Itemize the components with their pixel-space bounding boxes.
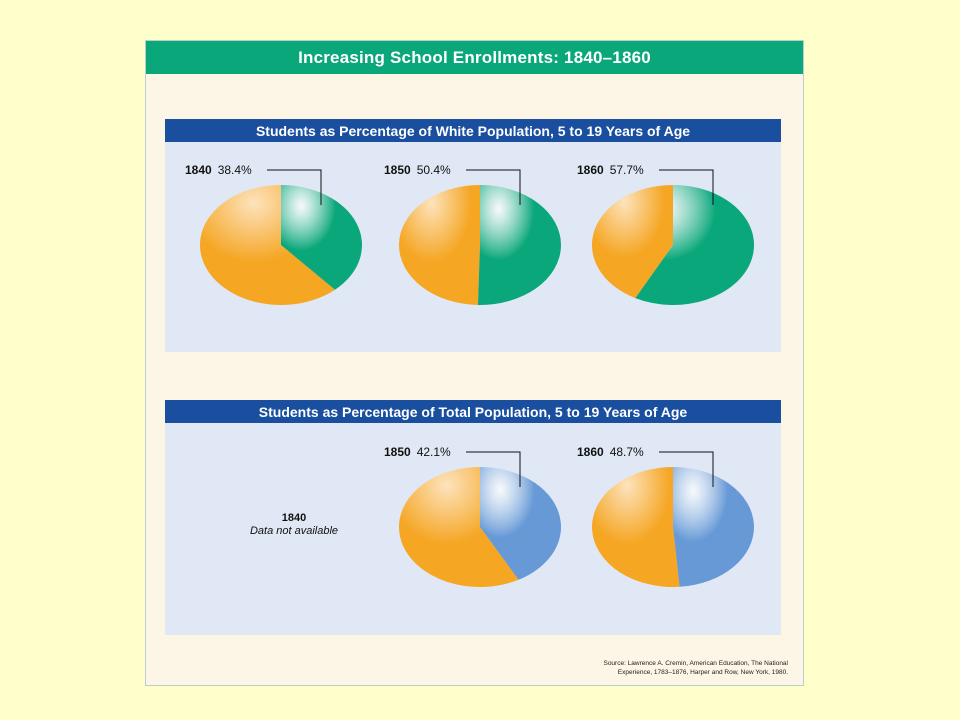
- pie-student-slice: [673, 467, 755, 587]
- pie-group-total: 1850 42.1% 1860 48.7%: [384, 445, 755, 587]
- chart-figure: Increasing School Enrollments: 1840–1860…: [145, 40, 804, 686]
- pie-leader-line: [267, 169, 322, 205]
- panel-title-total: Students as Percentage of Total Populati…: [165, 400, 781, 423]
- unavailable-text: Data not available: [249, 525, 339, 537]
- pie-label: 1860 48.7%: [577, 445, 644, 459]
- pie-remainder-slice: [592, 467, 680, 587]
- source-line-1: Source: Lawrence A. Cremin, American Edu…: [603, 660, 788, 667]
- pie-label: 1840 38.4%: [185, 163, 252, 177]
- pie-remainder-slice: [591, 185, 673, 299]
- pie-label: 1850 42.1%: [384, 445, 451, 459]
- pie-student-slice: [635, 185, 754, 305]
- chart-title: Increasing School Enrollments: 1840–1860: [146, 41, 803, 74]
- pie-label: 1860 57.7%: [577, 163, 644, 177]
- pie-student-slice: [480, 467, 561, 580]
- source-note: Source: Lawrence A. Cremin, American Edu…: [528, 659, 788, 677]
- pie-group-white: 1840 38.4% 1850 50.4% 1860 57.7%: [185, 163, 754, 305]
- pie-leader-line: [466, 169, 521, 205]
- panel-title-white: Students as Percentage of White Populati…: [165, 119, 781, 142]
- pie-student-slice: [281, 185, 363, 290]
- pie-leader-line: [466, 451, 521, 487]
- pie-leader-line: [659, 169, 714, 205]
- pie-leader-line: [659, 451, 714, 487]
- unavailable-note: 1840 Data not available: [239, 512, 349, 538]
- unavailable-year: 1840: [281, 512, 307, 524]
- pie-label: 1850 50.4%: [384, 163, 451, 177]
- source-line-2: Experience, 1783–1876, Harper and Row, N…: [617, 669, 788, 676]
- pie-remainder-slice: [200, 185, 335, 305]
- pie-student-slice: [477, 185, 562, 305]
- panel-total-population: Students as Percentage of Total Populati…: [165, 400, 781, 635]
- panel-white-population: Students as Percentage of White Populati…: [165, 119, 781, 352]
- pie-remainder-slice: [399, 185, 480, 305]
- pie-remainder-slice: [399, 467, 519, 587]
